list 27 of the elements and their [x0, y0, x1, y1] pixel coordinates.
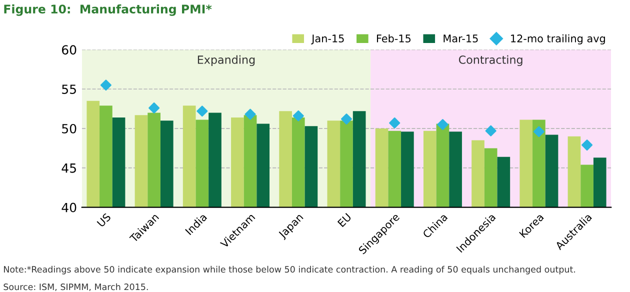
- band-label: Contracting: [458, 55, 522, 66]
- point: [389, 117, 400, 128]
- point: [582, 140, 593, 151]
- point: [533, 126, 544, 138]
- source-note: Source: ISM, SIPMM, March 2015.: [4, 283, 148, 292]
- y-tick-label: 45: [62, 164, 76, 173]
- y-tick-label: 40: [62, 202, 76, 212]
- point: [100, 80, 112, 91]
- x-tick-label: US: [96, 212, 112, 228]
- point: [292, 110, 304, 122]
- point: [196, 106, 208, 117]
- legend-label: Jan-15: [311, 34, 344, 44]
- legend-label: 12-mo trailing avg: [511, 34, 605, 44]
- point: [148, 102, 160, 114]
- legend-label: Feb-15: [376, 34, 411, 42]
- y-tick-label: 55: [62, 84, 76, 94]
- legend-label: Mar-15: [444, 34, 478, 42]
- point: [437, 119, 448, 130]
- x-tick-label: EU: [337, 213, 352, 228]
- point: [244, 108, 256, 120]
- y-tick-label: 50: [62, 124, 76, 134]
- chart-title: Figure 10: Manufacturing PMI*: [4, 4, 212, 16]
- band-label: Expanding: [198, 55, 255, 66]
- point: [340, 114, 352, 125]
- text: Note:*Readings above 50 indicate expansion while those below 50 indicate contraction. A reading of 50 equals unchanged output.: [4, 266, 576, 274]
- point: [485, 125, 496, 136]
- y-tick-label: 60: [62, 45, 76, 55]
